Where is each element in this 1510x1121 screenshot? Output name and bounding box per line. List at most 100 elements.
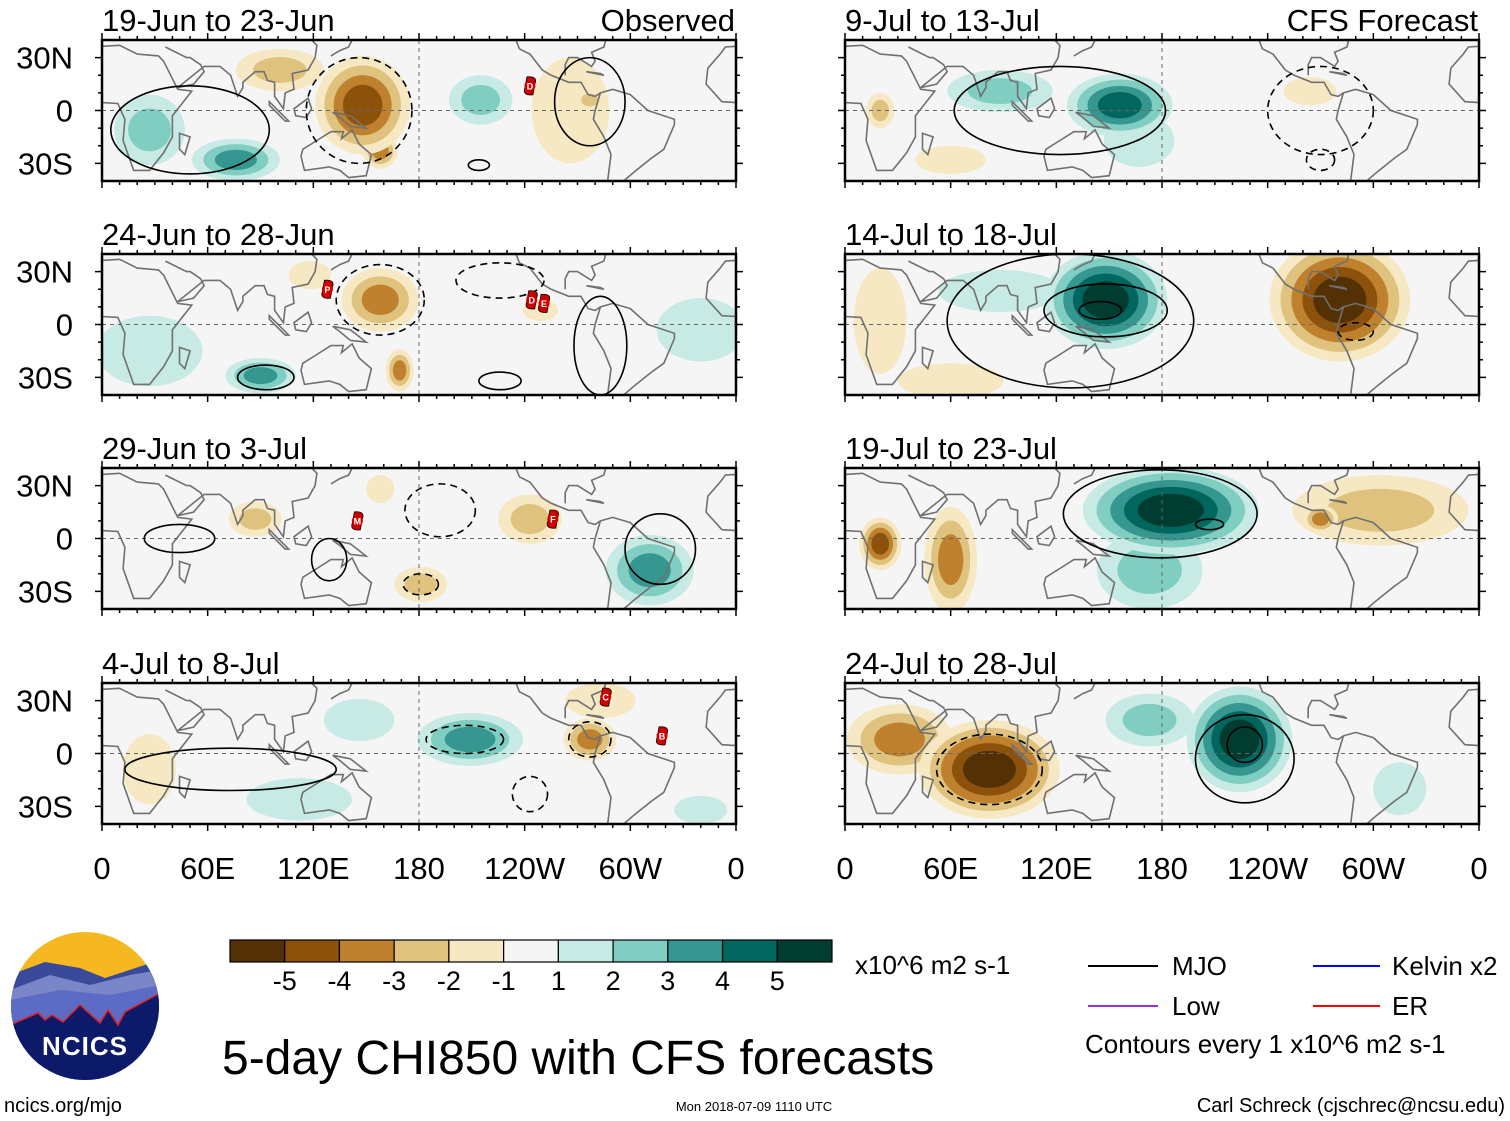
coastline: [705, 259, 736, 318]
anomaly-shading: [366, 475, 395, 504]
colorbar-swatch: [776, 939, 833, 963]
coastline: [300, 771, 373, 822]
tropical-cyclone-marker: B: [656, 726, 669, 746]
map-panel: 19-Jul to 23-Jul: [838, 431, 1486, 616]
anomaly-shading: [915, 145, 986, 174]
lat-label: 30N: [16, 41, 73, 76]
colorbar-swatch: [284, 939, 341, 963]
coastline: [293, 310, 313, 333]
anomaly-shading: [510, 504, 550, 535]
coastline: [293, 739, 313, 762]
lon-label: 0: [93, 851, 110, 886]
coastline: [515, 468, 601, 526]
coastline: [1011, 742, 1034, 765]
author-credit: Carl Schreck (cjschrec@ncsu.edu): [1197, 1095, 1505, 1117]
coastline: [178, 560, 192, 585]
units-label: x10^6 m2 s-1: [855, 950, 1010, 980]
coastline: [586, 284, 605, 291]
coastline: [1335, 302, 1419, 395]
map-panel: 9-Jul to 13-Jul: [838, 3, 1486, 188]
mjo-contour-positive: [946, 254, 1195, 389]
mjo-contour-positive: [1078, 300, 1123, 321]
anomaly-shading: [871, 532, 889, 555]
coastline: [330, 40, 353, 57]
anomaly-shading: [239, 508, 272, 530]
coastline: [330, 254, 353, 271]
coastline: [1075, 539, 1112, 558]
legend: MJO Low Kelvin x2 ER Contours every 1 x1…: [1085, 951, 1498, 1059]
lon-label: 60E: [180, 851, 235, 886]
coastline: [1036, 310, 1056, 333]
panel-plot-area: CB: [102, 683, 736, 824]
coastline: [165, 254, 318, 325]
coastline: [592, 516, 676, 609]
coastline: [921, 560, 935, 585]
site-link[interactable]: ncics.org/mjo: [4, 1095, 122, 1117]
coastline: [300, 342, 373, 393]
coastline: [1258, 683, 1344, 741]
coastline: [564, 468, 607, 504]
coastline: [1307, 683, 1350, 719]
lon-label: 120E: [1020, 851, 1092, 886]
mjo-contour-positive: [1194, 518, 1225, 531]
storm-id: B: [659, 731, 666, 741]
lon-label: 180: [1136, 851, 1188, 886]
lat-label: 0: [56, 522, 73, 557]
coastline: [332, 325, 369, 344]
anomaly-shading: [444, 726, 496, 753]
coastline: [1258, 40, 1344, 98]
mjo-contour-positive: [624, 513, 697, 586]
coastline: [1258, 254, 1344, 312]
storm-id: D: [527, 81, 534, 91]
anomaly-shading: [404, 573, 437, 596]
legend-mjo-label: MJO: [1172, 951, 1227, 981]
coastline: [1258, 468, 1344, 526]
lon-label: 120W: [1227, 851, 1309, 886]
storm-id: E: [541, 299, 547, 309]
coastline: [1075, 111, 1112, 130]
mjo-contour-negative: [1305, 148, 1336, 172]
coastline: [102, 258, 194, 386]
lon-label: 60E: [923, 851, 978, 886]
coastline: [1448, 259, 1479, 318]
lon-label: 60W: [1341, 851, 1405, 886]
colorbar-swatch: [667, 939, 724, 963]
mjo-contour-positive: [236, 364, 295, 391]
coastline: [1011, 99, 1034, 122]
coastline: [1043, 556, 1116, 607]
coastline: [1448, 688, 1479, 747]
colorbar: -5 -4 -3 -2 -1 1 2 3 4 5: [229, 939, 833, 996]
coastline: [705, 473, 736, 532]
figure-title: 5-day CHI850 with CFS forecasts: [222, 1032, 934, 1085]
lon-label: 120E: [277, 851, 349, 886]
coastline: [586, 498, 605, 505]
panel-title: 29-Jun to 3-Jul: [102, 431, 307, 466]
colorbar-label: -1: [492, 966, 516, 996]
legend-er-label: ER: [1392, 991, 1428, 1021]
panel-plot-area: P D E: [102, 254, 736, 395]
coastline: [293, 524, 313, 547]
coastline: [592, 88, 676, 181]
tropical-cyclone-marker: P: [321, 279, 334, 299]
mjo-contour-negative: [402, 572, 440, 596]
storm-id: F: [550, 515, 556, 525]
ncics-logo: NCICS: [11, 932, 159, 1080]
panel-title: 24-Jul to 28-Jul: [845, 646, 1057, 681]
coastline: [586, 70, 605, 77]
coastline: [908, 468, 1061, 539]
coastline: [921, 132, 935, 157]
coastline: [178, 775, 192, 800]
anomaly-shading: [1326, 488, 1435, 532]
coastline: [178, 132, 192, 157]
tropical-cyclone-marker: F: [546, 509, 559, 529]
mjo-contour-positive: [143, 523, 216, 554]
panel-plot-area: [845, 254, 1479, 395]
mjo-contour-negative: [1337, 321, 1375, 342]
coastline: [1073, 40, 1096, 57]
coastline: [102, 687, 194, 815]
coastline: [564, 40, 607, 76]
mjo-contour-positive: [953, 65, 1167, 156]
colorbar-swatch: [503, 939, 559, 963]
coastline: [1307, 254, 1350, 290]
